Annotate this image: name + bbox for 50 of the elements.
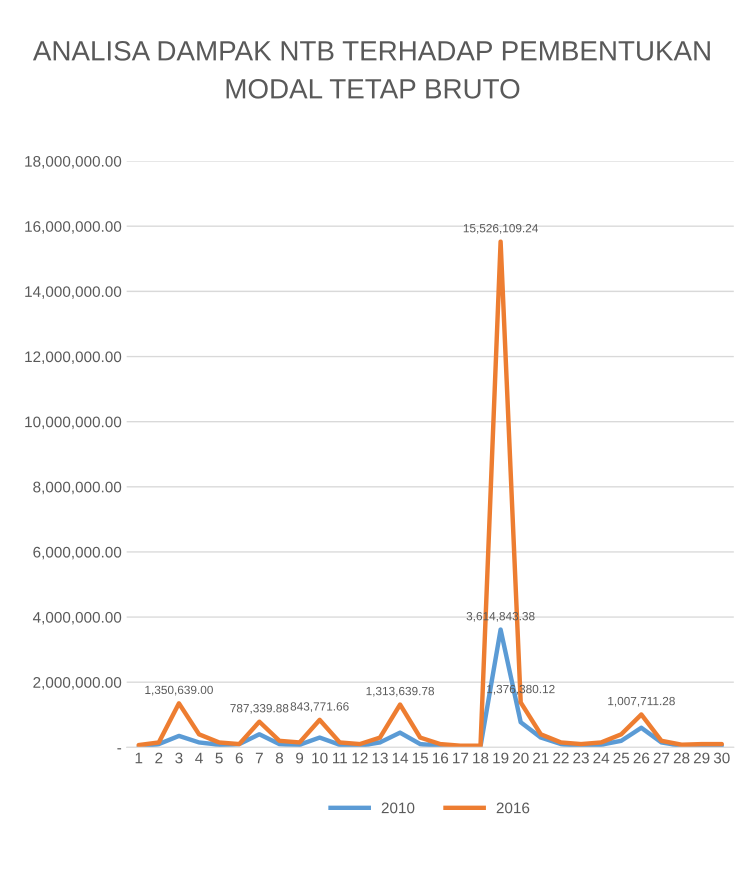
x-tick-label: 23: [573, 752, 589, 764]
x-tick-label: 1: [136, 752, 142, 764]
x-tick-label: 16: [432, 752, 448, 764]
x-tick-label: 25: [614, 752, 630, 764]
x-tick-label: 6: [236, 752, 243, 764]
x-tick-label: 13: [372, 752, 388, 764]
data-label: 15,526,109.24: [464, 224, 538, 234]
x-tick-label: 26: [634, 752, 650, 764]
x-tick-label: 20: [512, 752, 529, 764]
x-tick-label: 27: [654, 752, 670, 764]
data-label: 1,313,639.78: [366, 686, 434, 697]
x-tick-label: 17: [453, 752, 468, 764]
y-tick-label: 16,000,000.00: [25, 221, 122, 234]
line-series: [136, 239, 724, 748]
x-tick-label: 8: [276, 752, 284, 764]
x-tick-label: 29: [694, 752, 710, 764]
y-tick-label: 18,000,000.00: [25, 156, 122, 169]
x-tick-label: 12: [352, 752, 368, 764]
y-tick-label: 4,000,000.00: [32, 612, 122, 625]
x-tick-label: 28: [674, 752, 690, 764]
data-label: 843,771.66: [290, 702, 349, 712]
x-tick-label: 5: [215, 752, 223, 764]
y-tick-label: 6,000,000.00: [33, 546, 122, 560]
chart-title: ANALISA DAMPAK NTB TERHADAP PEMBENTUKAN MODAL TETAP BRUTO: [32, 41, 710, 99]
x-tick-label: 4: [195, 752, 203, 764]
legend-label: 2016: [496, 802, 530, 814]
legend-label: 2010: [382, 802, 414, 814]
data-label: 1,007,711.28: [608, 696, 675, 707]
x-tick-label: 11: [332, 752, 347, 764]
y-tick-label: 2,000,000.00: [33, 677, 122, 690]
x-tick-label: 2: [155, 752, 162, 764]
x-tick-label: 30: [714, 752, 730, 764]
x-tick-label: 10: [312, 752, 328, 764]
y-tick-label: 8,000,000.00: [33, 482, 122, 494]
y-tick-label: -: [117, 748, 122, 750]
x-tick-label: 9: [296, 752, 304, 764]
x-tick-label: 14: [392, 752, 408, 764]
data-label: 1,350,639.00: [145, 686, 213, 696]
y-tick-label: 10,000,000.00: [25, 416, 122, 430]
x-tick-label: 7: [256, 752, 263, 764]
x-tick-label: 21: [533, 752, 549, 764]
x-tick-label: 24: [593, 752, 610, 764]
x-tick-label: 18: [473, 752, 488, 764]
x-tick-label: 3: [175, 752, 182, 764]
x-tick-label: 22: [553, 752, 569, 764]
x-tick-label: 19: [493, 752, 508, 764]
data-label: 787,339.88: [230, 704, 288, 714]
x-tick-label: 15: [412, 752, 428, 764]
y-tick-label: 14,000,000.00: [25, 286, 122, 299]
y-tick-label: 12,000,000.00: [25, 351, 122, 364]
